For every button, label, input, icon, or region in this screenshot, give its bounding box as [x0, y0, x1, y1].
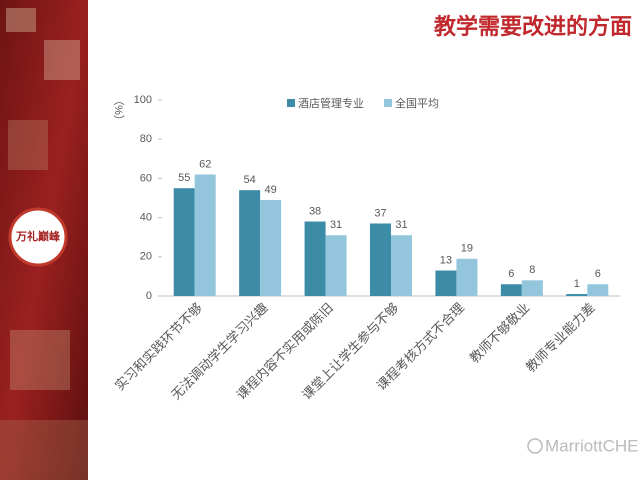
bar — [500, 284, 522, 296]
logo-text: 万礼巅峰 — [15, 229, 61, 243]
value-label: 13 — [440, 254, 452, 266]
y-tick-label: 20 — [140, 251, 152, 263]
bar — [239, 190, 261, 296]
y-tick-label: 60 — [140, 172, 152, 184]
value-label: 55 — [178, 172, 190, 184]
legend-swatch — [384, 99, 392, 107]
value-label: 38 — [309, 205, 321, 217]
legend-label: 酒店管理专业 — [298, 96, 364, 110]
value-label: 6 — [595, 268, 601, 280]
y-tick-label: 0 — [146, 290, 152, 302]
chart-title: 教学需要改进的方面 — [434, 14, 632, 39]
bar — [370, 223, 391, 296]
bar — [304, 221, 326, 296]
value-label: 19 — [461, 243, 473, 255]
legend-label: 全国平均 — [395, 96, 439, 110]
bar — [521, 280, 543, 296]
legend-swatch — [287, 99, 295, 107]
value-label: 6 — [508, 268, 514, 280]
value-label: 49 — [265, 184, 277, 196]
bar — [194, 174, 216, 296]
watermark-icon — [527, 438, 543, 454]
decor — [0, 420, 88, 480]
bar — [435, 270, 457, 296]
value-label: 1 — [574, 278, 580, 290]
y-tick-label: 100 — [134, 94, 152, 106]
bar — [391, 235, 412, 296]
bar — [325, 235, 347, 296]
value-label: 31 — [395, 219, 407, 231]
logo-circle — [8, 207, 68, 267]
value-label: 8 — [529, 264, 535, 276]
y-tick-label: 80 — [140, 133, 152, 145]
decor — [6, 8, 36, 32]
value-label: 37 — [374, 207, 386, 219]
value-label: 62 — [199, 158, 211, 170]
value-label: 31 — [330, 219, 342, 231]
bar — [173, 188, 195, 296]
y-axis-label: （%） — [112, 94, 125, 126]
y-tick-label: 40 — [140, 212, 152, 224]
decor — [10, 330, 70, 390]
bar — [260, 199, 282, 296]
decor — [8, 120, 48, 170]
bar — [456, 258, 478, 296]
bar — [566, 294, 588, 296]
bar — [587, 284, 609, 296]
value-label: 54 — [244, 174, 256, 186]
watermark: MarriottCHEI — [545, 436, 640, 455]
decor — [44, 40, 80, 80]
